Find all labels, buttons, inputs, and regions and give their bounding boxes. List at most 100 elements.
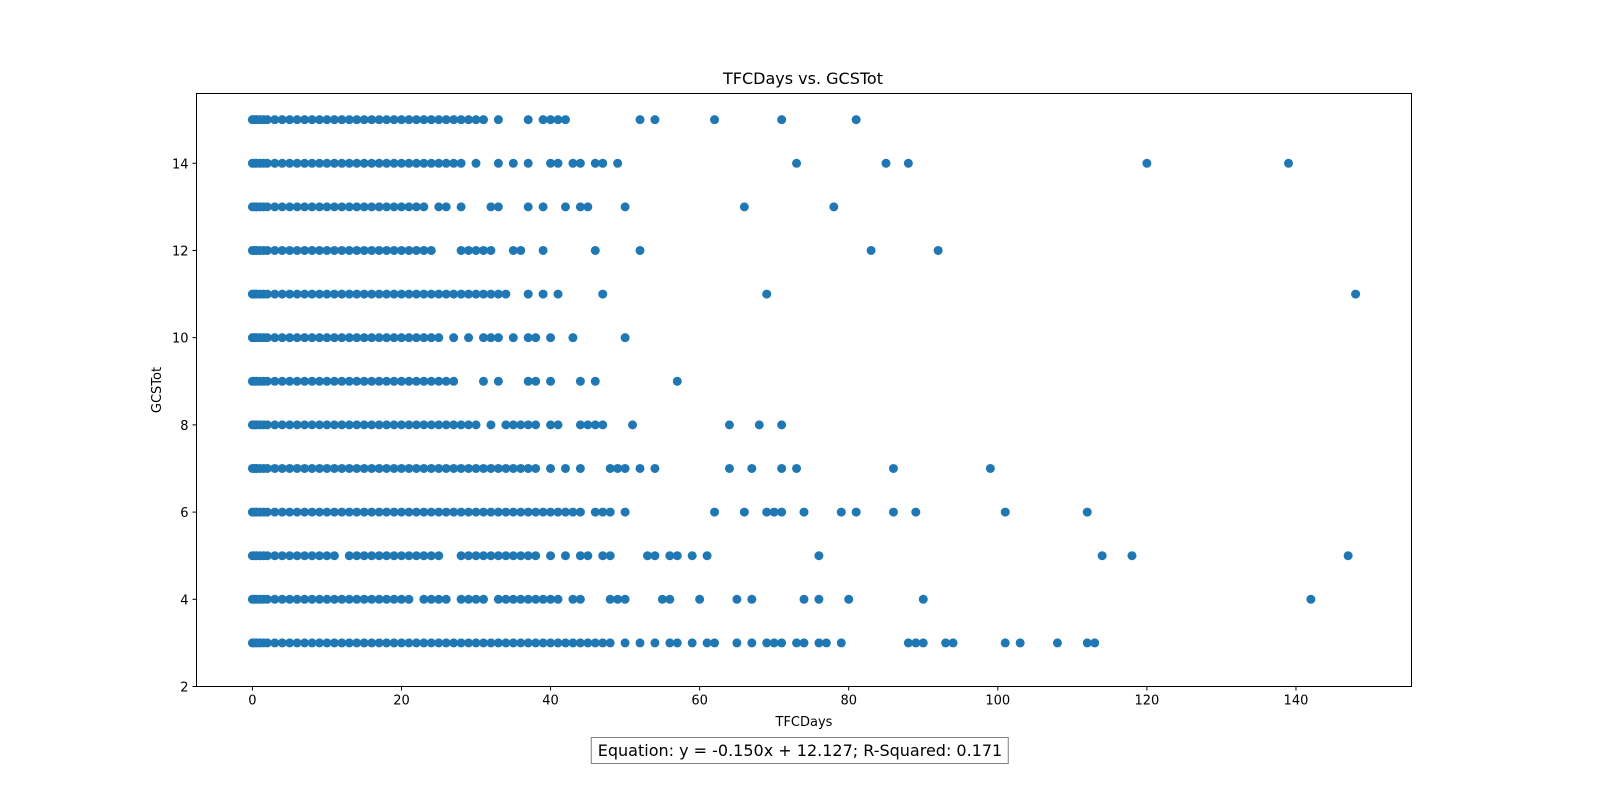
y-tick-label: 10 [172, 332, 189, 347]
data-point [374, 376, 384, 386]
y-tick-label: 2 [180, 681, 188, 696]
data-point [382, 333, 392, 343]
data-point [441, 463, 451, 473]
data-point [352, 376, 362, 386]
data-point [344, 507, 354, 517]
data-point [449, 289, 459, 299]
data-point [270, 594, 280, 604]
data-point [598, 638, 608, 648]
data-point [396, 158, 406, 168]
data-point [292, 638, 302, 648]
data-point [322, 594, 332, 604]
data-point [657, 594, 667, 604]
data-point [314, 507, 324, 517]
data-point [531, 463, 541, 473]
data-point [329, 115, 339, 125]
data-point [911, 638, 921, 648]
data-point [285, 638, 295, 648]
data-point [352, 245, 362, 255]
data-point [277, 289, 287, 299]
data-point [478, 507, 488, 517]
data-point [1052, 638, 1062, 648]
data-point [322, 333, 332, 343]
data-point [590, 376, 600, 386]
data-point [359, 420, 369, 430]
data-point [329, 289, 339, 299]
data-point [434, 594, 444, 604]
data-point [389, 463, 399, 473]
data-point [635, 638, 645, 648]
y-tick-label: 12 [172, 244, 189, 259]
data-point [449, 115, 459, 125]
data-point [478, 289, 488, 299]
data-point [300, 333, 310, 343]
data-point [605, 463, 615, 473]
data-point [262, 376, 272, 386]
data-point [508, 507, 518, 517]
data-point [575, 420, 585, 430]
data-point [307, 158, 317, 168]
data-point [478, 463, 488, 473]
data-point [389, 333, 399, 343]
data-point [426, 158, 436, 168]
data-point [516, 245, 526, 255]
data-point [508, 245, 518, 255]
data-point [292, 158, 302, 168]
data-point [620, 333, 630, 343]
data-point [352, 507, 362, 517]
data-point [322, 245, 332, 255]
data-point [449, 333, 459, 343]
data-point [270, 638, 280, 648]
data-point [396, 376, 406, 386]
data-point [307, 245, 317, 255]
data-point [844, 594, 854, 604]
data-point [799, 594, 809, 604]
data-point [471, 594, 481, 604]
data-point [583, 202, 593, 212]
data-point [650, 551, 660, 561]
data-point [441, 158, 451, 168]
data-point [635, 245, 645, 255]
data-point [1351, 289, 1361, 299]
data-point [419, 507, 429, 517]
data-point [523, 333, 533, 343]
data-point [508, 463, 518, 473]
data-point [449, 507, 459, 517]
data-point [292, 245, 302, 255]
data-point [546, 594, 556, 604]
data-point [523, 158, 533, 168]
data-point [471, 115, 481, 125]
data-point [382, 638, 392, 648]
data-point [344, 638, 354, 648]
data-point [352, 289, 362, 299]
data-point [665, 594, 675, 604]
data-point [1082, 507, 1092, 517]
data-point [985, 463, 995, 473]
data-point [292, 376, 302, 386]
data-point [374, 420, 384, 430]
y-tick-label: 6 [180, 506, 188, 521]
data-point [441, 202, 451, 212]
plot-frame [196, 93, 1412, 687]
data-point [419, 115, 429, 125]
data-point [501, 420, 511, 430]
x-tick-label: 80 [840, 694, 857, 709]
data-point [531, 376, 541, 386]
data-point [374, 594, 384, 604]
data-point [419, 333, 429, 343]
data-point [1097, 551, 1107, 561]
data-point [382, 245, 392, 255]
data-point [821, 638, 831, 648]
data-point [464, 245, 474, 255]
data-point [411, 638, 421, 648]
data-point [396, 463, 406, 473]
data-point [382, 289, 392, 299]
data-point [277, 638, 287, 648]
data-point [389, 245, 399, 255]
data-point [471, 420, 481, 430]
data-point [449, 463, 459, 473]
data-point [672, 551, 682, 561]
data-point [367, 245, 377, 255]
data-point [575, 507, 585, 517]
data-point [359, 158, 369, 168]
